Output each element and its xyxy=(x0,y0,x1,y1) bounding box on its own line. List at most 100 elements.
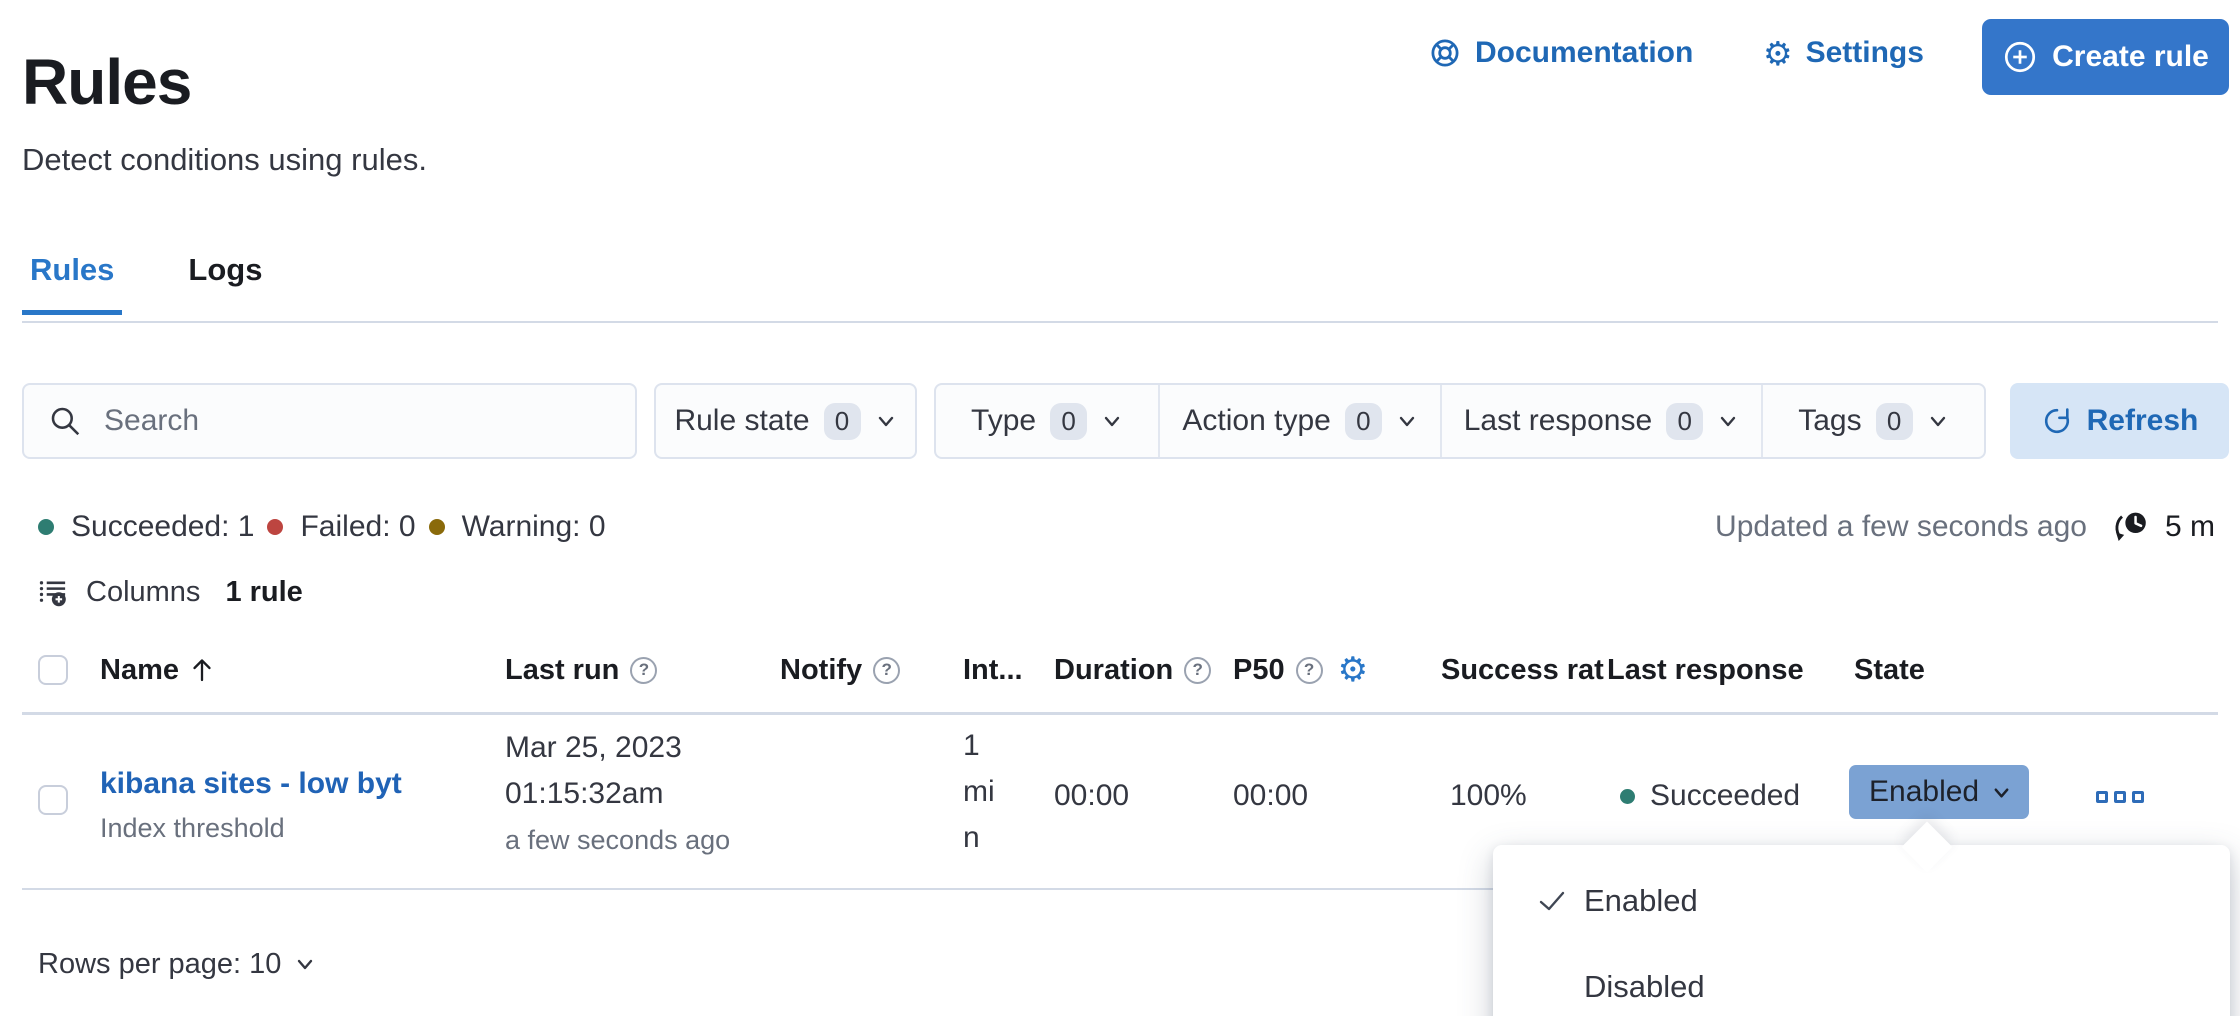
success-ratio-value: 100% xyxy=(1450,779,1527,812)
gear-icon: ⚙ xyxy=(1763,34,1793,72)
help-icon: ? xyxy=(630,656,658,684)
tab-rules[interactable]: Rules xyxy=(22,252,123,315)
type-filter-count-badge: 0 xyxy=(1050,402,1088,440)
last-run-relative: a few seconds ago xyxy=(505,825,731,855)
row-checkbox[interactable] xyxy=(38,785,68,815)
last-response-filter-label: Last response xyxy=(1463,404,1653,437)
action-type-filter-label: Action type xyxy=(1182,404,1331,437)
tags-filter-label: Tags xyxy=(1798,404,1862,437)
refresh-icon xyxy=(2041,405,2073,437)
refresh-interval-value: 5 m xyxy=(2164,510,2215,543)
page-subtitle: Detect conditions using rules. xyxy=(22,142,427,177)
state-header-label: State xyxy=(1854,653,1925,686)
life-ring-icon xyxy=(1428,36,1462,70)
success-ratio-column-header: Success rat xyxy=(1441,640,1604,700)
name-column-header[interactable]: Name xyxy=(100,640,214,700)
interval-header-label: Int... xyxy=(963,653,1023,686)
succeeded-status-dot xyxy=(1620,788,1635,804)
create-rule-label: Create rule xyxy=(2052,40,2209,73)
last-run-header-label: Last run xyxy=(505,653,620,686)
chevron-down-icon xyxy=(294,953,316,975)
tags-filter-button[interactable]: Tags 0 xyxy=(1760,385,1984,457)
last-response-cell: Succeeded xyxy=(1620,779,1800,813)
tabs: Rules Logs xyxy=(22,252,270,315)
plus-circle-icon xyxy=(2002,39,2038,75)
state-column-header: State xyxy=(1854,640,1925,700)
row-actions-button[interactable] xyxy=(2096,791,2144,803)
sort-ascending-icon xyxy=(190,656,214,684)
tabs-divider xyxy=(22,321,2218,323)
table-toolbar: Columns 1 rule xyxy=(38,576,303,609)
help-icon: ? xyxy=(1295,656,1323,684)
search-input[interactable] xyxy=(102,403,635,439)
rule-state-label: Rule state xyxy=(674,404,810,437)
status-summary-row: Succeeded: 1 Failed: 0 Warning: 0 Update… xyxy=(22,505,2229,549)
rule-count: 1 rule xyxy=(225,576,303,608)
table-header-divider xyxy=(22,712,2218,715)
duration-value: 00:00 xyxy=(1054,779,1130,812)
refresh-interval-button[interactable]: 5 m xyxy=(2113,508,2229,546)
p50-header-label: P50 xyxy=(1233,653,1285,686)
state-badge-dropdown[interactable]: Enabled xyxy=(1849,765,2030,819)
p50-settings-gear-icon[interactable]: ⚙ xyxy=(1337,651,1369,689)
select-all-checkbox[interactable] xyxy=(38,655,68,685)
rule-state-filter: Rule state 0 xyxy=(654,383,917,459)
table-header: Name Last run ? Notify ? Int... Duration… xyxy=(0,640,2240,700)
menu-item-disabled[interactable]: Disabled xyxy=(1493,955,2230,1016)
table-row: kibana sites - low byt Index threshold M… xyxy=(0,715,2240,889)
chevron-down-icon xyxy=(1991,782,2012,803)
type-filter-label: Type xyxy=(971,404,1037,437)
state-badge-label: Enabled xyxy=(1869,775,1980,808)
notify-header-label: Notify xyxy=(780,653,863,686)
documentation-button[interactable]: Documentation xyxy=(1428,36,1693,70)
rule-state-count-badge: 0 xyxy=(823,402,861,440)
tab-logs[interactable]: Logs xyxy=(188,252,263,287)
settings-button[interactable]: ⚙ Settings xyxy=(1763,36,1924,70)
filter-group: Type 0 Action type 0 Last response 0 xyxy=(934,383,1986,459)
search-icon xyxy=(48,404,82,438)
refresh-button[interactable]: Refresh xyxy=(2010,383,2229,459)
last-response-header-label: Last response xyxy=(1607,653,1804,686)
rule-type-label: Index threshold xyxy=(100,813,285,843)
chevron-down-icon xyxy=(1101,410,1123,432)
tags-filter-count-badge: 0 xyxy=(1875,402,1913,440)
filter-bar: Rule state 0 Type 0 Action type 0 xyxy=(22,383,2229,459)
name-header-label: Name xyxy=(100,653,179,686)
last-response-filter-button[interactable]: Last response 0 xyxy=(1440,385,1761,457)
interval-column-header: Int... xyxy=(963,640,1023,700)
documentation-label: Documentation xyxy=(1475,36,1694,69)
p50-column-header: P50 ? ⚙ xyxy=(1233,640,1368,700)
rule-state-filter-button[interactable]: Rule state 0 xyxy=(656,385,915,457)
chevron-down-icon xyxy=(1927,410,1949,432)
columns-button[interactable]: Columns xyxy=(38,576,200,609)
check-icon xyxy=(1537,886,1567,916)
succeeded-dot xyxy=(38,519,54,535)
last-response-value: Succeeded xyxy=(1650,779,1801,812)
create-rule-button[interactable]: Create rule xyxy=(1982,19,2229,95)
boxes-horizontal-icon xyxy=(2096,791,2108,803)
last-response-column-header: Last response xyxy=(1607,640,1804,700)
page-title: Rules xyxy=(22,45,192,118)
action-type-filter-button[interactable]: Action type 0 xyxy=(1158,385,1440,457)
rule-name-link[interactable]: kibana sites - low byt xyxy=(100,767,402,800)
columns-icon xyxy=(38,577,69,608)
success-ratio-header-label: Success rat xyxy=(1441,653,1604,686)
failed-dot xyxy=(267,519,284,535)
row-divider xyxy=(22,888,2218,890)
help-icon: ? xyxy=(873,656,901,684)
type-filter-button[interactable]: Type 0 xyxy=(936,385,1158,457)
search-box xyxy=(22,383,637,459)
menu-item-enabled[interactable]: Enabled xyxy=(1493,869,2230,933)
menu-item-enabled-label: Enabled xyxy=(1584,883,1698,918)
rows-per-page-button[interactable]: Rows per page: 10 xyxy=(38,942,316,986)
p50-value: 00:00 xyxy=(1233,779,1309,812)
failed-count: Failed: 0 xyxy=(300,510,416,543)
state-menu-popover: Enabled Disabled xyxy=(1493,845,2230,1016)
action-type-filter-count-badge: 0 xyxy=(1344,402,1382,440)
chevron-down-icon xyxy=(1717,410,1739,432)
duration-header-label: Duration xyxy=(1054,653,1174,686)
settings-label: Settings xyxy=(1805,36,1924,69)
columns-label: Columns xyxy=(86,576,201,608)
warning-dot xyxy=(428,519,445,535)
interval-value: 1 min xyxy=(963,729,995,854)
